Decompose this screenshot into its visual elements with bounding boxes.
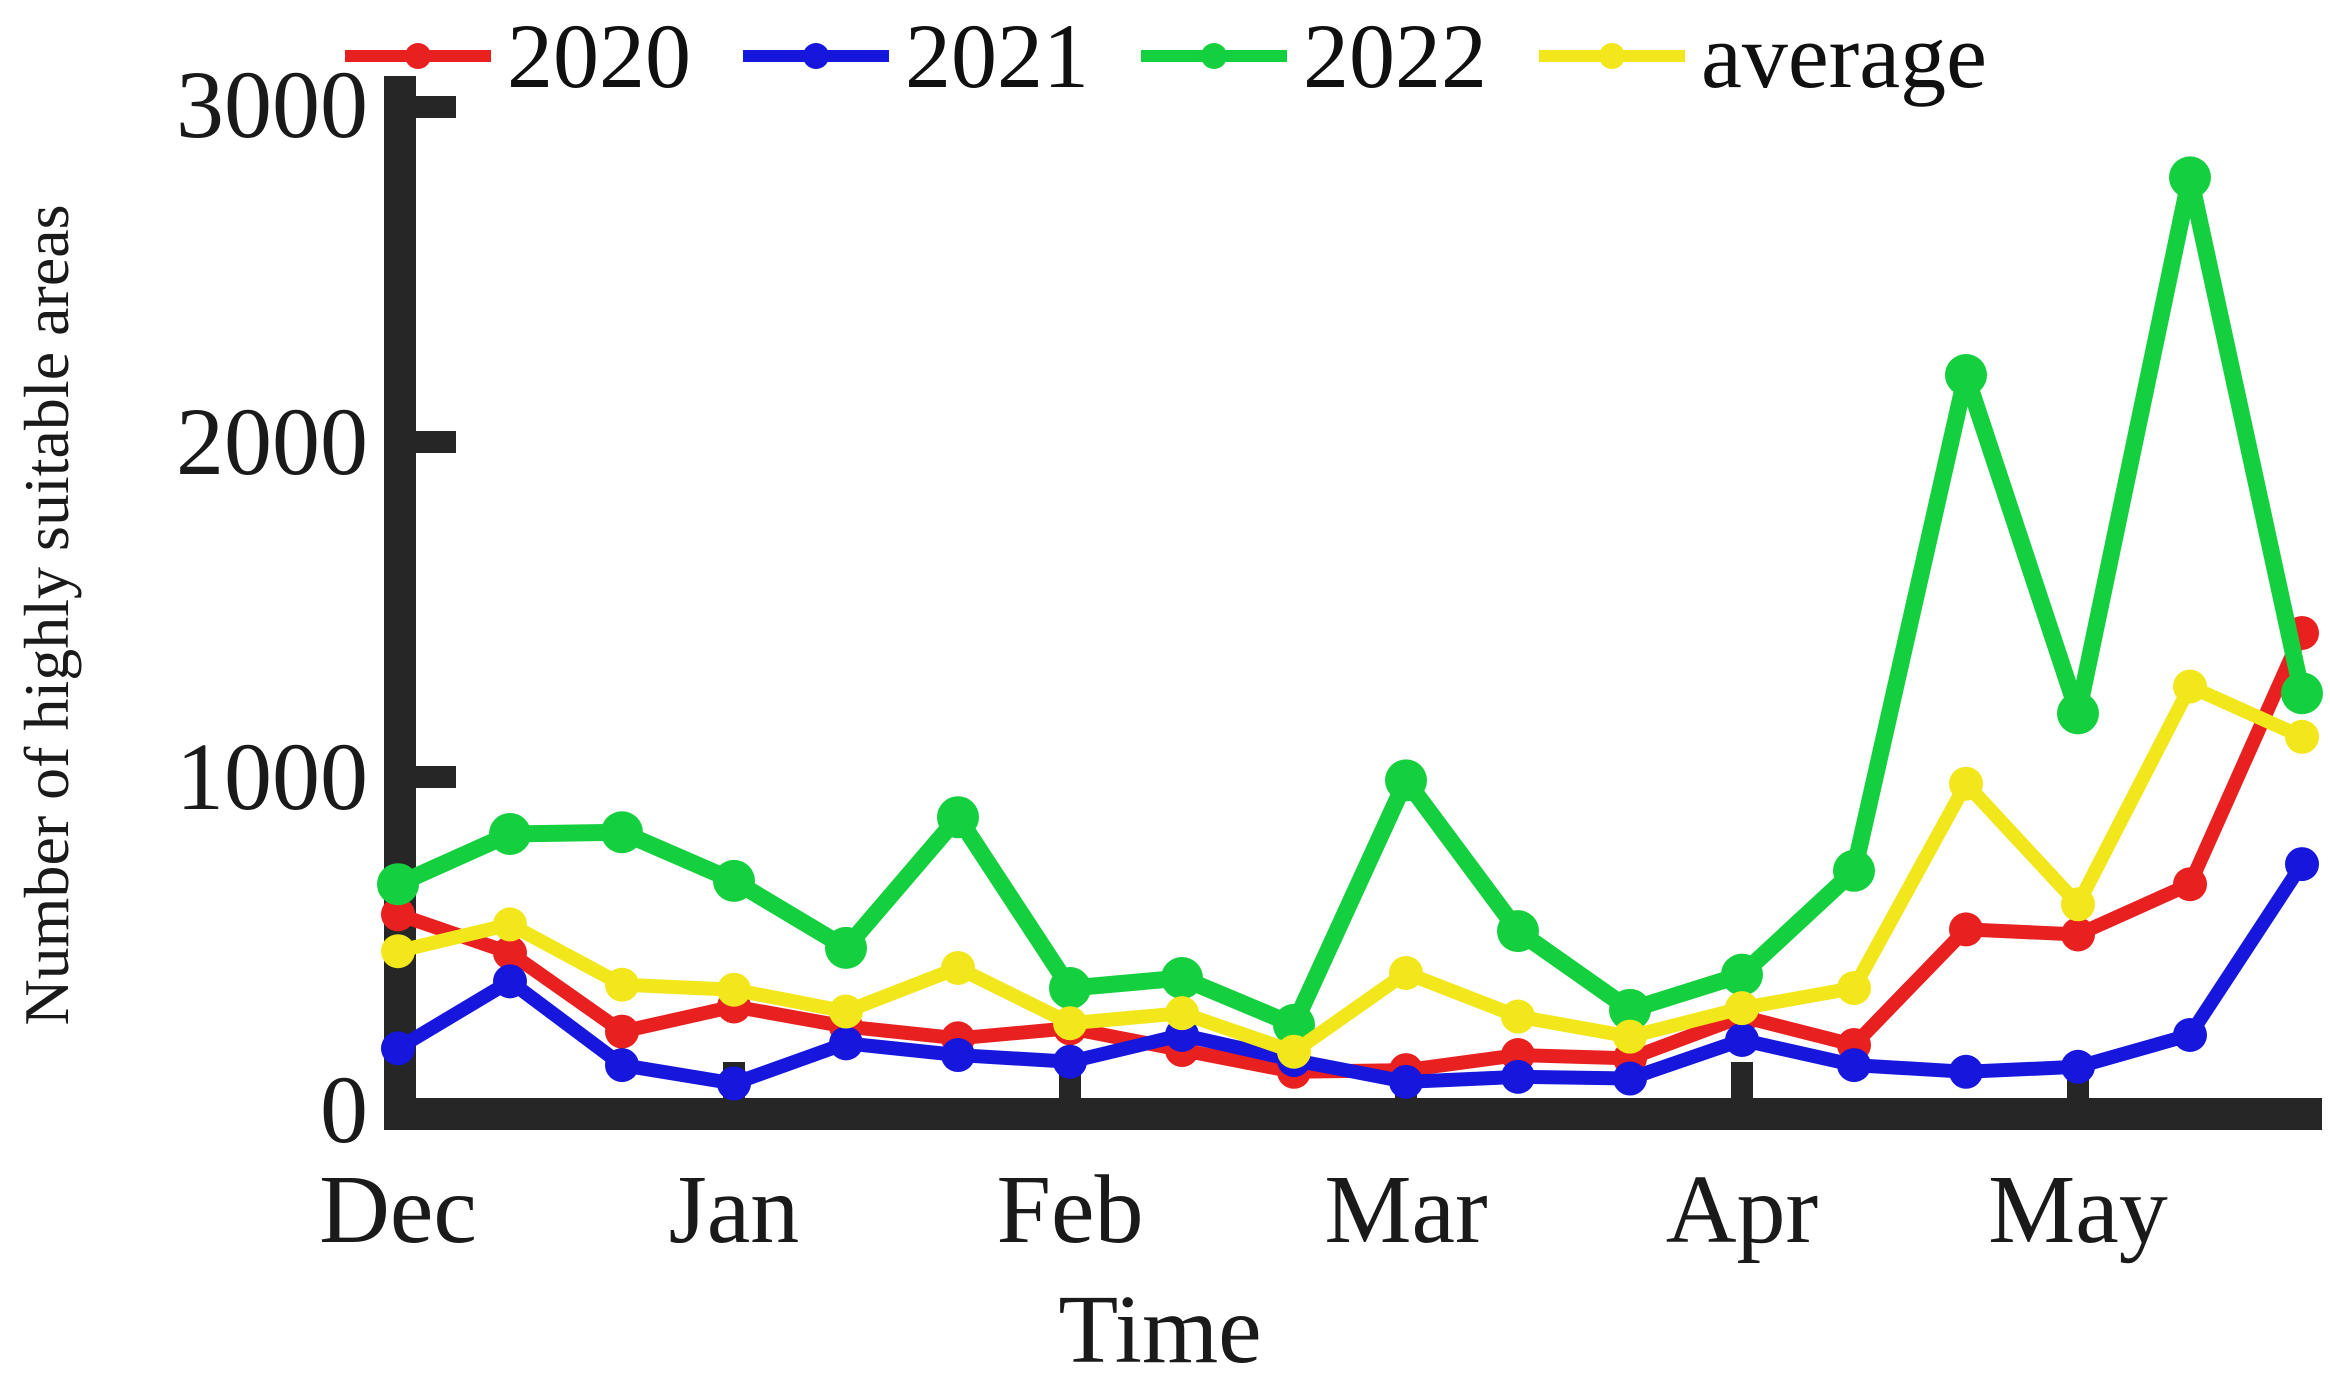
data-point-2021 [1725, 1022, 1759, 1057]
x-tick-apr: Apr [1665, 1156, 1819, 1264]
y-tick-mark [416, 96, 456, 118]
series-line-2022 [394, 168, 2311, 1034]
data-point-2021 [1053, 1044, 1087, 1079]
x-tick-may: May [1988, 1156, 2168, 1264]
data-point-2022 [2169, 156, 2211, 199]
data-point-2022 [713, 859, 755, 902]
data-point-average [2173, 669, 2207, 704]
data-point-2022 [489, 812, 531, 855]
legend-item-2022: 2022 [1139, 10, 1487, 102]
y-tick-mark [416, 431, 456, 453]
data-point-2021 [2061, 1049, 2095, 1084]
data-point-average [493, 907, 527, 942]
data-point-2021 [941, 1038, 975, 1073]
data-point-average [941, 950, 975, 985]
legend-line-2020-icon [345, 43, 491, 69]
data-point-average [1501, 999, 1535, 1034]
data-point-2021 [829, 1026, 863, 1061]
data-point-average [717, 972, 751, 1007]
y-tick-1000: 1000 [176, 723, 368, 830]
data-point-2022 [937, 796, 979, 839]
data-point-2021 [493, 964, 527, 999]
legend-label-2022: 2022 [1303, 5, 1487, 107]
data-point-average [1277, 1034, 1311, 1069]
x-tick-jan: Jan [668, 1156, 800, 1264]
legend-item-2020: 2020 [343, 10, 691, 102]
data-point-average [2285, 719, 2319, 754]
data-point-average [605, 967, 639, 1002]
x-axis-line [384, 1098, 2322, 1130]
data-point-2020 [1949, 912, 1983, 947]
data-point-2021 [1613, 1061, 1647, 1096]
legend-line-2021-icon [743, 43, 889, 69]
x-tick-mark [1731, 1062, 1753, 1098]
data-point-2022 [1049, 967, 1091, 1010]
data-point-2021 [1837, 1048, 1871, 1083]
data-point-2022 [1385, 759, 1427, 802]
x-tick-dec: Dec [319, 1156, 477, 1264]
data-point-2022 [2057, 692, 2099, 735]
data-point-average [1613, 1019, 1647, 1054]
data-point-2021 [1501, 1059, 1535, 1094]
data-point-2022 [1497, 910, 1539, 953]
data-point-2022 [1273, 1003, 1315, 1046]
legend-line-2022-icon [1141, 43, 1287, 69]
data-point-2021 [605, 1048, 639, 1083]
y-tick-3000: 3000 [176, 51, 368, 158]
data-point-2021 [2285, 847, 2319, 882]
legend-label-average: average [1701, 5, 1987, 107]
data-point-2021 [1949, 1054, 1983, 1089]
y-axis-line [384, 76, 416, 1130]
data-point-average [829, 994, 863, 1029]
x-axis-title: Time [1058, 1276, 1262, 1384]
data-point-2022 [601, 811, 643, 854]
y-tick-mark [416, 766, 456, 788]
data-point-2020 [2173, 867, 2207, 902]
data-point-2021 [1389, 1064, 1423, 1099]
legend-line-average-icon [1539, 43, 1685, 69]
data-point-average [1725, 991, 1759, 1026]
data-point-average [1053, 1006, 1087, 1041]
data-point-2022 [2281, 672, 2323, 715]
data-point-2020 [381, 897, 415, 932]
data-point-average [381, 934, 415, 969]
legend-item-average: average [1537, 10, 1987, 102]
data-point-2020 [2061, 917, 2095, 952]
legend-item-2021: 2021 [741, 10, 1089, 102]
data-point-average [1837, 971, 1871, 1006]
data-point-2022 [1833, 849, 1875, 892]
x-tick-mark [387, 1062, 409, 1098]
data-point-2021 [381, 1031, 415, 1066]
legend-label-2021: 2021 [905, 5, 1089, 107]
x-tick-mar: Mar [1324, 1156, 1488, 1264]
data-point-average [1165, 996, 1199, 1031]
data-point-2021 [2173, 1017, 2207, 1052]
data-point-average [1389, 955, 1423, 990]
series-line-2021 [394, 860, 2308, 1091]
data-point-average [2061, 887, 2095, 922]
data-point-2021 [717, 1066, 751, 1101]
data-point-2022 [825, 926, 867, 969]
data-point-2020 [605, 1014, 639, 1049]
data-point-2022 [1609, 988, 1651, 1031]
data-point-2022 [1945, 354, 1987, 396]
data-point-2022 [1161, 957, 1203, 999]
legend-label-2020: 2020 [507, 5, 691, 107]
y-tick-0: 0 [320, 1056, 368, 1163]
data-point-2022 [1721, 953, 1763, 996]
data-point-2022 [377, 863, 419, 906]
y-tick-2000: 2000 [176, 388, 368, 495]
series-line-average [396, 679, 2305, 1059]
chart-legend: 2020 2021 2022 average [0, 0, 2330, 112]
data-point-average [1949, 766, 1983, 801]
x-tick-feb: Feb [996, 1156, 1144, 1264]
data-point-2020 [493, 935, 527, 970]
